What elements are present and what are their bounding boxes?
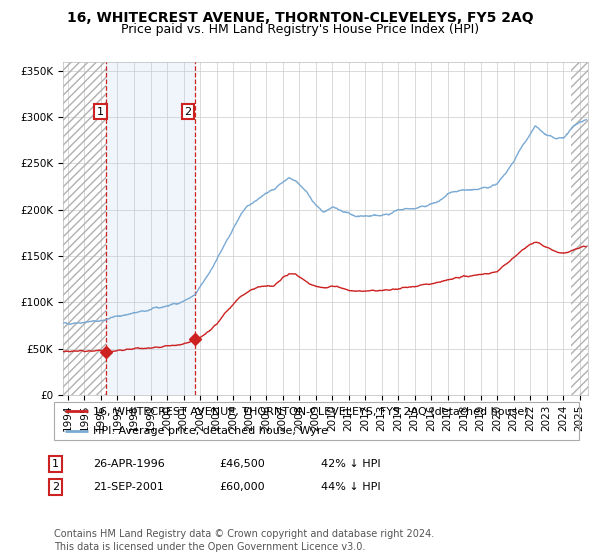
Text: £46,500: £46,500 (219, 459, 265, 469)
Text: 26-APR-1996: 26-APR-1996 (93, 459, 165, 469)
Text: 42% ↓ HPI: 42% ↓ HPI (321, 459, 380, 469)
Bar (571, 62, 588, 395)
Bar (63, 62, 106, 395)
Text: 21-SEP-2001: 21-SEP-2001 (93, 482, 164, 492)
Text: 16, WHITECREST AVENUE, THORNTON-CLEVELEYS, FY5 2AQ: 16, WHITECREST AVENUE, THORNTON-CLEVELEY… (67, 11, 533, 25)
Text: 1: 1 (52, 459, 59, 469)
Text: Price paid vs. HM Land Registry's House Price Index (HPI): Price paid vs. HM Land Registry's House … (121, 22, 479, 36)
Text: 2: 2 (184, 106, 191, 116)
Text: £60,000: £60,000 (219, 482, 265, 492)
Text: 1: 1 (97, 106, 104, 116)
Text: 44% ↓ HPI: 44% ↓ HPI (321, 482, 380, 492)
Bar (106, 62, 196, 395)
Text: Contains HM Land Registry data © Crown copyright and database right 2024.
This d: Contains HM Land Registry data © Crown c… (54, 529, 434, 552)
Text: HPI: Average price, detached house, Wyre: HPI: Average price, detached house, Wyre (94, 426, 328, 436)
Text: 16, WHITECREST AVENUE, THORNTON-CLEVELEYS, FY5 2AQ (detached house): 16, WHITECREST AVENUE, THORNTON-CLEVELEY… (94, 406, 529, 416)
Text: 2: 2 (52, 482, 59, 492)
